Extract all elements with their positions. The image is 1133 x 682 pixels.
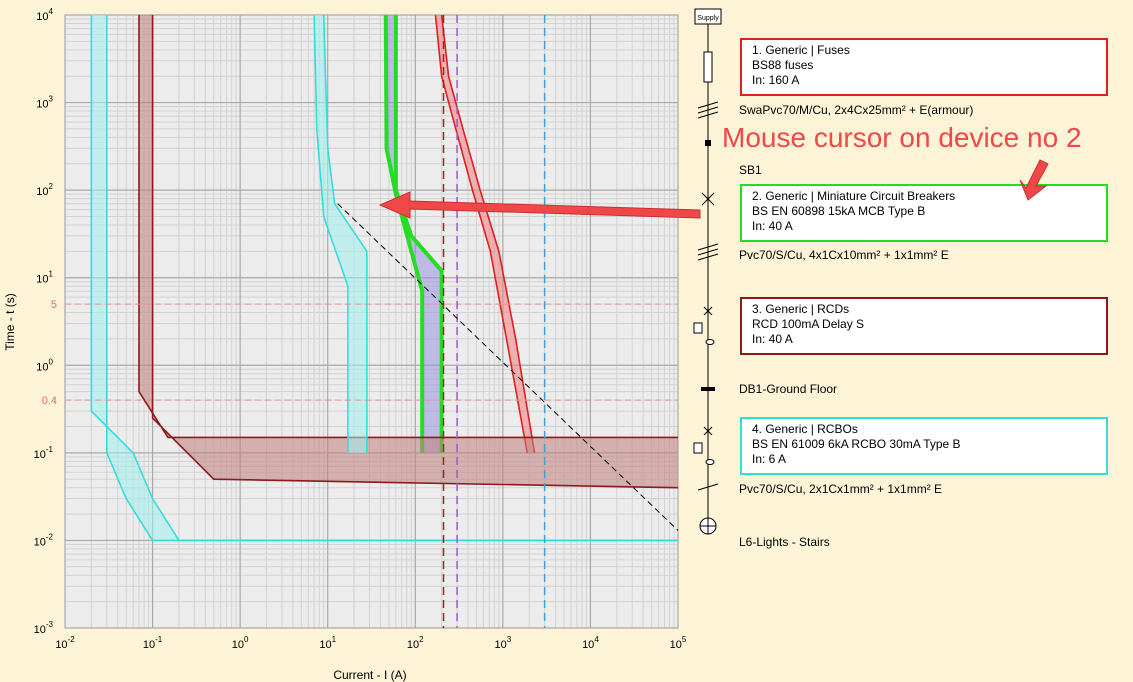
x-tick-label: 104 bbox=[582, 635, 599, 651]
x-tick-label: 105 bbox=[670, 635, 687, 651]
curve-band-0 bbox=[435, 15, 535, 453]
annotation-text: Mouse cursor on device no 2 bbox=[722, 122, 1082, 153]
breaker-icon[interactable] bbox=[701, 192, 715, 206]
curve-band-4 bbox=[314, 15, 367, 453]
device-rating: In: 40 A bbox=[752, 332, 793, 346]
rcd-icon[interactable] bbox=[693, 306, 715, 345]
plot-area: 5 0.4 10-2 10-1 100 101 102 103 104 105 104 103 102 1… bbox=[34, 7, 687, 651]
curve-upper-2 bbox=[138, 15, 678, 439]
curve-lower-0 bbox=[434, 14, 529, 454]
x-tick-label: 103 bbox=[495, 635, 512, 651]
curve-band-2 bbox=[139, 15, 678, 488]
x-tick-label: 102 bbox=[407, 635, 424, 651]
node-label-db1[interactable]: DB1-Ground Floor bbox=[739, 382, 838, 396]
y-tick-label: 104 bbox=[36, 7, 53, 23]
single-line-diagram: Supply bbox=[693, 8, 722, 535]
device-title: 4. Generic | RCBOs bbox=[752, 422, 858, 436]
device-type: RCD 100mA Delay S bbox=[752, 317, 865, 331]
fuse-icon[interactable] bbox=[703, 51, 713, 83]
device-title: 1. Generic | Fuses bbox=[752, 43, 850, 57]
device-title: 3. Generic | RCDs bbox=[752, 302, 850, 316]
y-tick-label: 103 bbox=[36, 95, 53, 111]
x-axis-title: Current - I (A) bbox=[333, 668, 406, 682]
device-card-rcbo[interactable]: 4. Generic | RCBOs BS EN 61009 6kA RCBO … bbox=[740, 417, 1108, 475]
y-tick-label: 10-2 bbox=[34, 532, 54, 548]
x-tick-label: 101 bbox=[319, 635, 336, 651]
y-tick-label: 101 bbox=[36, 270, 53, 286]
let-through-line bbox=[337, 203, 679, 531]
node-label-sb1[interactable]: SB1 bbox=[739, 163, 762, 177]
curve-upper-4 bbox=[322, 14, 368, 453]
ref-label-0: 5 bbox=[51, 299, 57, 311]
x-tick-label: 100 bbox=[232, 635, 249, 651]
x-tick-label: 10-1 bbox=[143, 635, 163, 651]
device-card-mcb[interactable]: 2. Generic | Miniature Circuit Breakers … bbox=[740, 184, 1108, 242]
device-card-fuse[interactable]: 1. Generic | Fuses BS88 fuses In: 160 A bbox=[740, 38, 1108, 96]
curve-lower-3 bbox=[105, 15, 678, 542]
cable-label-2[interactable]: Pvc70/S/Cu, 4x1Cx10mm² + 1x1mm² E bbox=[739, 248, 949, 262]
lamp-icon[interactable] bbox=[699, 517, 717, 535]
curve-upper-0 bbox=[440, 14, 536, 453]
y-tick-label: 102 bbox=[36, 182, 53, 198]
rcbo-icon[interactable] bbox=[693, 426, 715, 465]
y-tick-label: 10-3 bbox=[34, 620, 54, 636]
curve-upper-1 bbox=[393, 15, 444, 453]
y-tick-label: 100 bbox=[36, 357, 53, 373]
cable-label-1[interactable]: SwaPvc70/M/Cu, 2x4Cx25mm² + E(armour) bbox=[739, 103, 974, 117]
curve-lower-2 bbox=[151, 15, 679, 489]
cable-ticks-icon bbox=[697, 243, 719, 261]
device-type: BS EN 60898 15kA MCB Type B bbox=[752, 204, 926, 218]
cable-ticks-icon bbox=[697, 101, 719, 119]
curve-band-1 bbox=[385, 15, 442, 453]
device-type: BS88 fuses bbox=[752, 58, 814, 72]
device-rating: In: 160 A bbox=[752, 73, 800, 87]
device-card-rcd[interactable]: 3. Generic | RCDs RCD 100mA Delay S In: … bbox=[740, 297, 1108, 355]
x-tick-label: 10-2 bbox=[55, 635, 75, 651]
device-title: 2. Generic | Miniature Circuit Breakers bbox=[752, 189, 956, 203]
cable-label-3[interactable]: Pvc70/S/Cu, 2x1Cx1mm² + 1x1mm² E bbox=[739, 482, 943, 496]
busbar-db1-icon bbox=[701, 387, 715, 391]
busbar-sb1-icon bbox=[705, 140, 711, 146]
curve-lower-4 bbox=[313, 14, 349, 453]
device-type: BS EN 61009 6kA RCBO 30mA Type B bbox=[752, 437, 961, 451]
y-axis-title: Time - t (s) bbox=[3, 293, 17, 351]
ref-label-1: 0.4 bbox=[42, 395, 57, 407]
device-rating: In: 40 A bbox=[752, 219, 793, 233]
node-label-load[interactable]: L6-Lights - Stairs bbox=[739, 535, 830, 549]
device-rating: In: 6 A bbox=[752, 452, 787, 466]
supply-label: Supply bbox=[697, 15, 719, 22]
cable-tick-icon bbox=[697, 483, 719, 491]
y-tick-label: 10-1 bbox=[34, 445, 54, 461]
